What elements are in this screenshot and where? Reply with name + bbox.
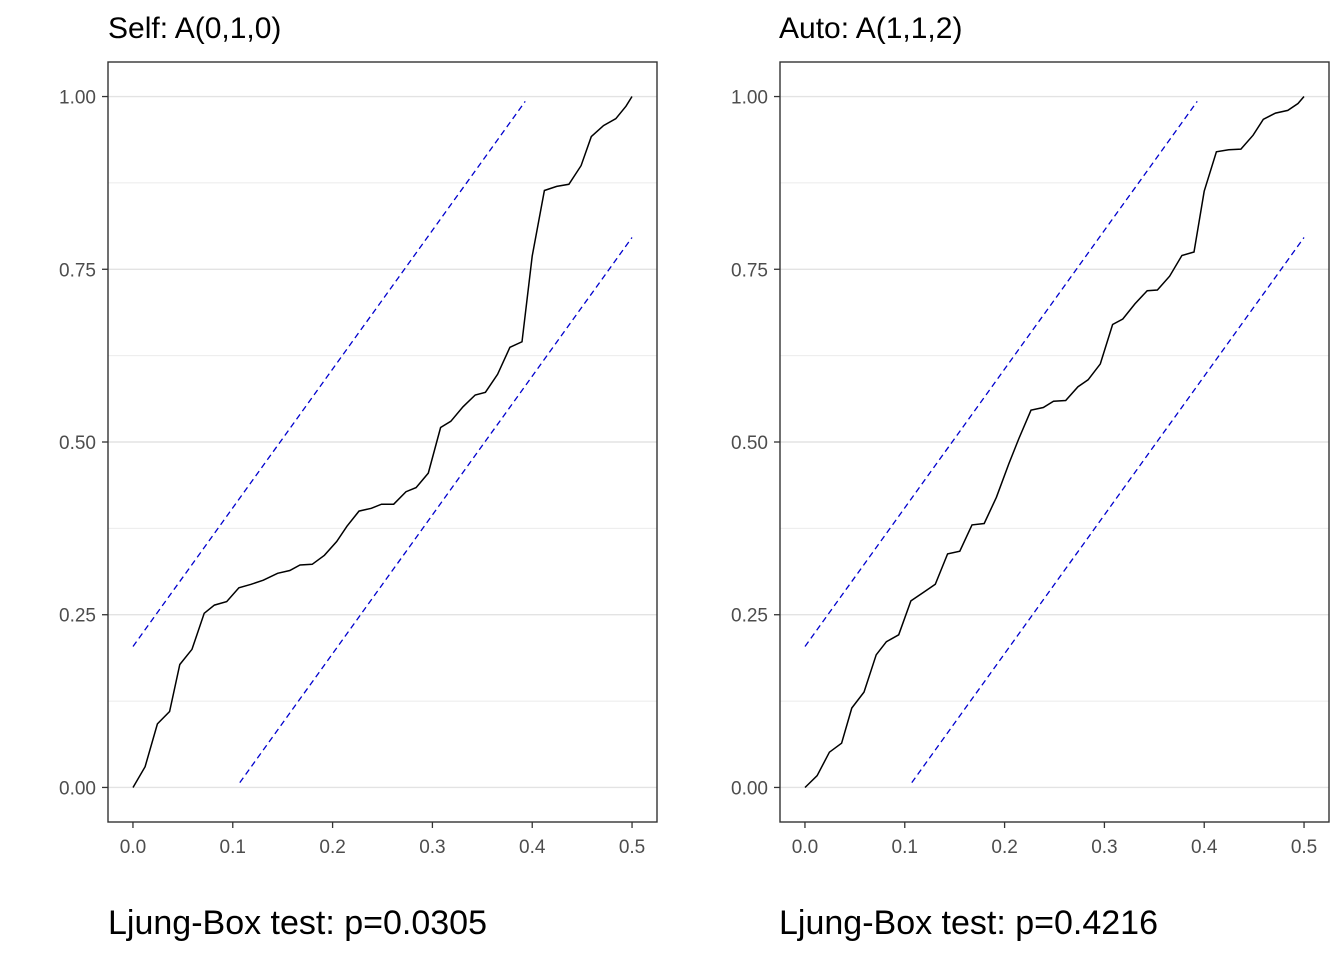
y-tick-label: 0.75 — [59, 260, 96, 281]
x-tick-label: 0.2 — [991, 837, 1017, 858]
y-tick-label: 0.00 — [59, 778, 96, 799]
x-tick-label: 0.4 — [519, 837, 546, 858]
x-tick-label: 0.2 — [319, 837, 345, 858]
x-tick-label: 0.5 — [619, 837, 645, 858]
panel-title-right: Auto: A(1,1,2) — [779, 12, 963, 45]
y-tick-label: 1.00 — [59, 88, 96, 109]
cumulative-periodogram-line — [804, 96, 1305, 789]
panel-title-left: Self: A(0,1,0) — [108, 12, 282, 45]
x-tick-label: 0.4 — [1191, 837, 1218, 858]
y-tick-label: 1.00 — [731, 88, 768, 109]
x-tick-label: 0.0 — [120, 837, 146, 858]
y-tick-label: 0.25 — [59, 606, 96, 627]
x-tick-label: 0.0 — [792, 837, 818, 858]
x-tick-label: 0.1 — [892, 837, 918, 858]
x-tick-label: 0.1 — [220, 837, 246, 858]
cumulative-periodogram-line — [132, 96, 633, 788]
chart-area: 0.00 0.25 0.50 0.75 1.00 0.0 0.1 0.2 0.3 0.4 0.5 0.… — [59, 61, 1330, 858]
caption-right: Ljung-Box test: p=0.4216 — [779, 904, 1158, 942]
x-tick-label: 0.3 — [1091, 837, 1117, 858]
x-tick-label: 0.3 — [419, 837, 445, 858]
y-tick-label: 0.75 — [731, 260, 768, 281]
x-tick-label: 0.5 — [1291, 837, 1317, 858]
y-tick-label: 0.50 — [731, 433, 768, 454]
y-tick-label: 0.00 — [731, 778, 768, 799]
y-tick-label: 0.25 — [731, 606, 768, 627]
confidence-band-line — [804, 101, 1198, 647]
confidence-band-line — [239, 237, 633, 783]
confidence-band-line — [132, 101, 526, 647]
caption-left: Ljung-Box test: p=0.0305 — [108, 904, 487, 942]
y-tick-label: 0.50 — [59, 433, 96, 454]
confidence-band-line — [911, 237, 1305, 783]
